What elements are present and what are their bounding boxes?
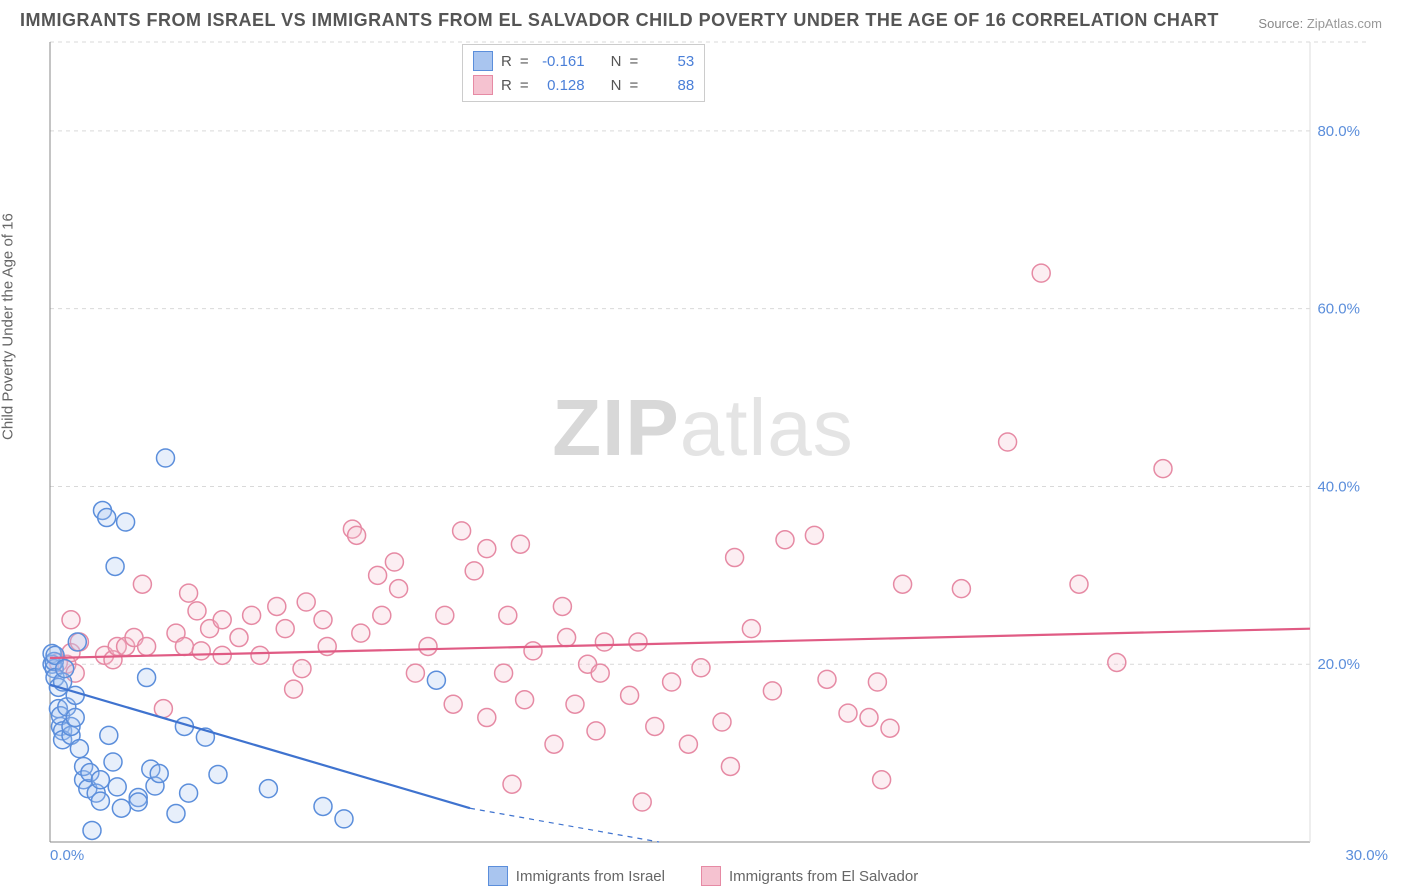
r-equals: = bbox=[520, 53, 529, 70]
stats-row: R = -0.161 N = 53 bbox=[473, 49, 694, 73]
r-value-israel: -0.161 bbox=[537, 53, 585, 70]
series-legend: Immigrants from Israel Immigrants from E… bbox=[0, 866, 1406, 886]
n-label: N bbox=[611, 53, 622, 70]
scatter-plot: 20.0% 40.0% 60.0% 80.0% bbox=[0, 0, 1406, 892]
r-value-elsalvador: 0.128 bbox=[537, 77, 585, 94]
legend-item-elsalvador: Immigrants from El Salvador bbox=[701, 866, 918, 886]
n-equals: = bbox=[629, 53, 638, 70]
swatch-elsalvador bbox=[473, 75, 493, 95]
x-tick-min: 0.0% bbox=[50, 847, 84, 864]
n-label: N bbox=[611, 77, 622, 94]
x-tick-max: 30.0% bbox=[1345, 847, 1388, 864]
legend-item-israel: Immigrants from Israel bbox=[488, 866, 665, 886]
n-value-israel: 53 bbox=[646, 53, 694, 70]
stats-row: R = 0.128 N = 88 bbox=[473, 73, 694, 97]
r-equals: = bbox=[520, 77, 529, 94]
correlation-stats-box: R = -0.161 N = 53 R = 0.128 N = 88 bbox=[462, 44, 705, 102]
swatch-israel bbox=[473, 51, 493, 71]
n-equals: = bbox=[629, 77, 638, 94]
legend-label-elsalvador: Immigrants from El Salvador bbox=[729, 868, 918, 885]
legend-label-israel: Immigrants from Israel bbox=[516, 868, 665, 885]
n-value-elsalvador: 88 bbox=[646, 77, 694, 94]
svg-text:80.0%: 80.0% bbox=[1317, 123, 1360, 140]
svg-text:20.0%: 20.0% bbox=[1317, 656, 1360, 673]
r-label: R bbox=[501, 53, 512, 70]
svg-text:40.0%: 40.0% bbox=[1317, 478, 1360, 495]
legend-swatch-elsalvador bbox=[701, 866, 721, 886]
r-label: R bbox=[501, 77, 512, 94]
svg-text:60.0%: 60.0% bbox=[1317, 301, 1360, 318]
legend-swatch-israel bbox=[488, 866, 508, 886]
